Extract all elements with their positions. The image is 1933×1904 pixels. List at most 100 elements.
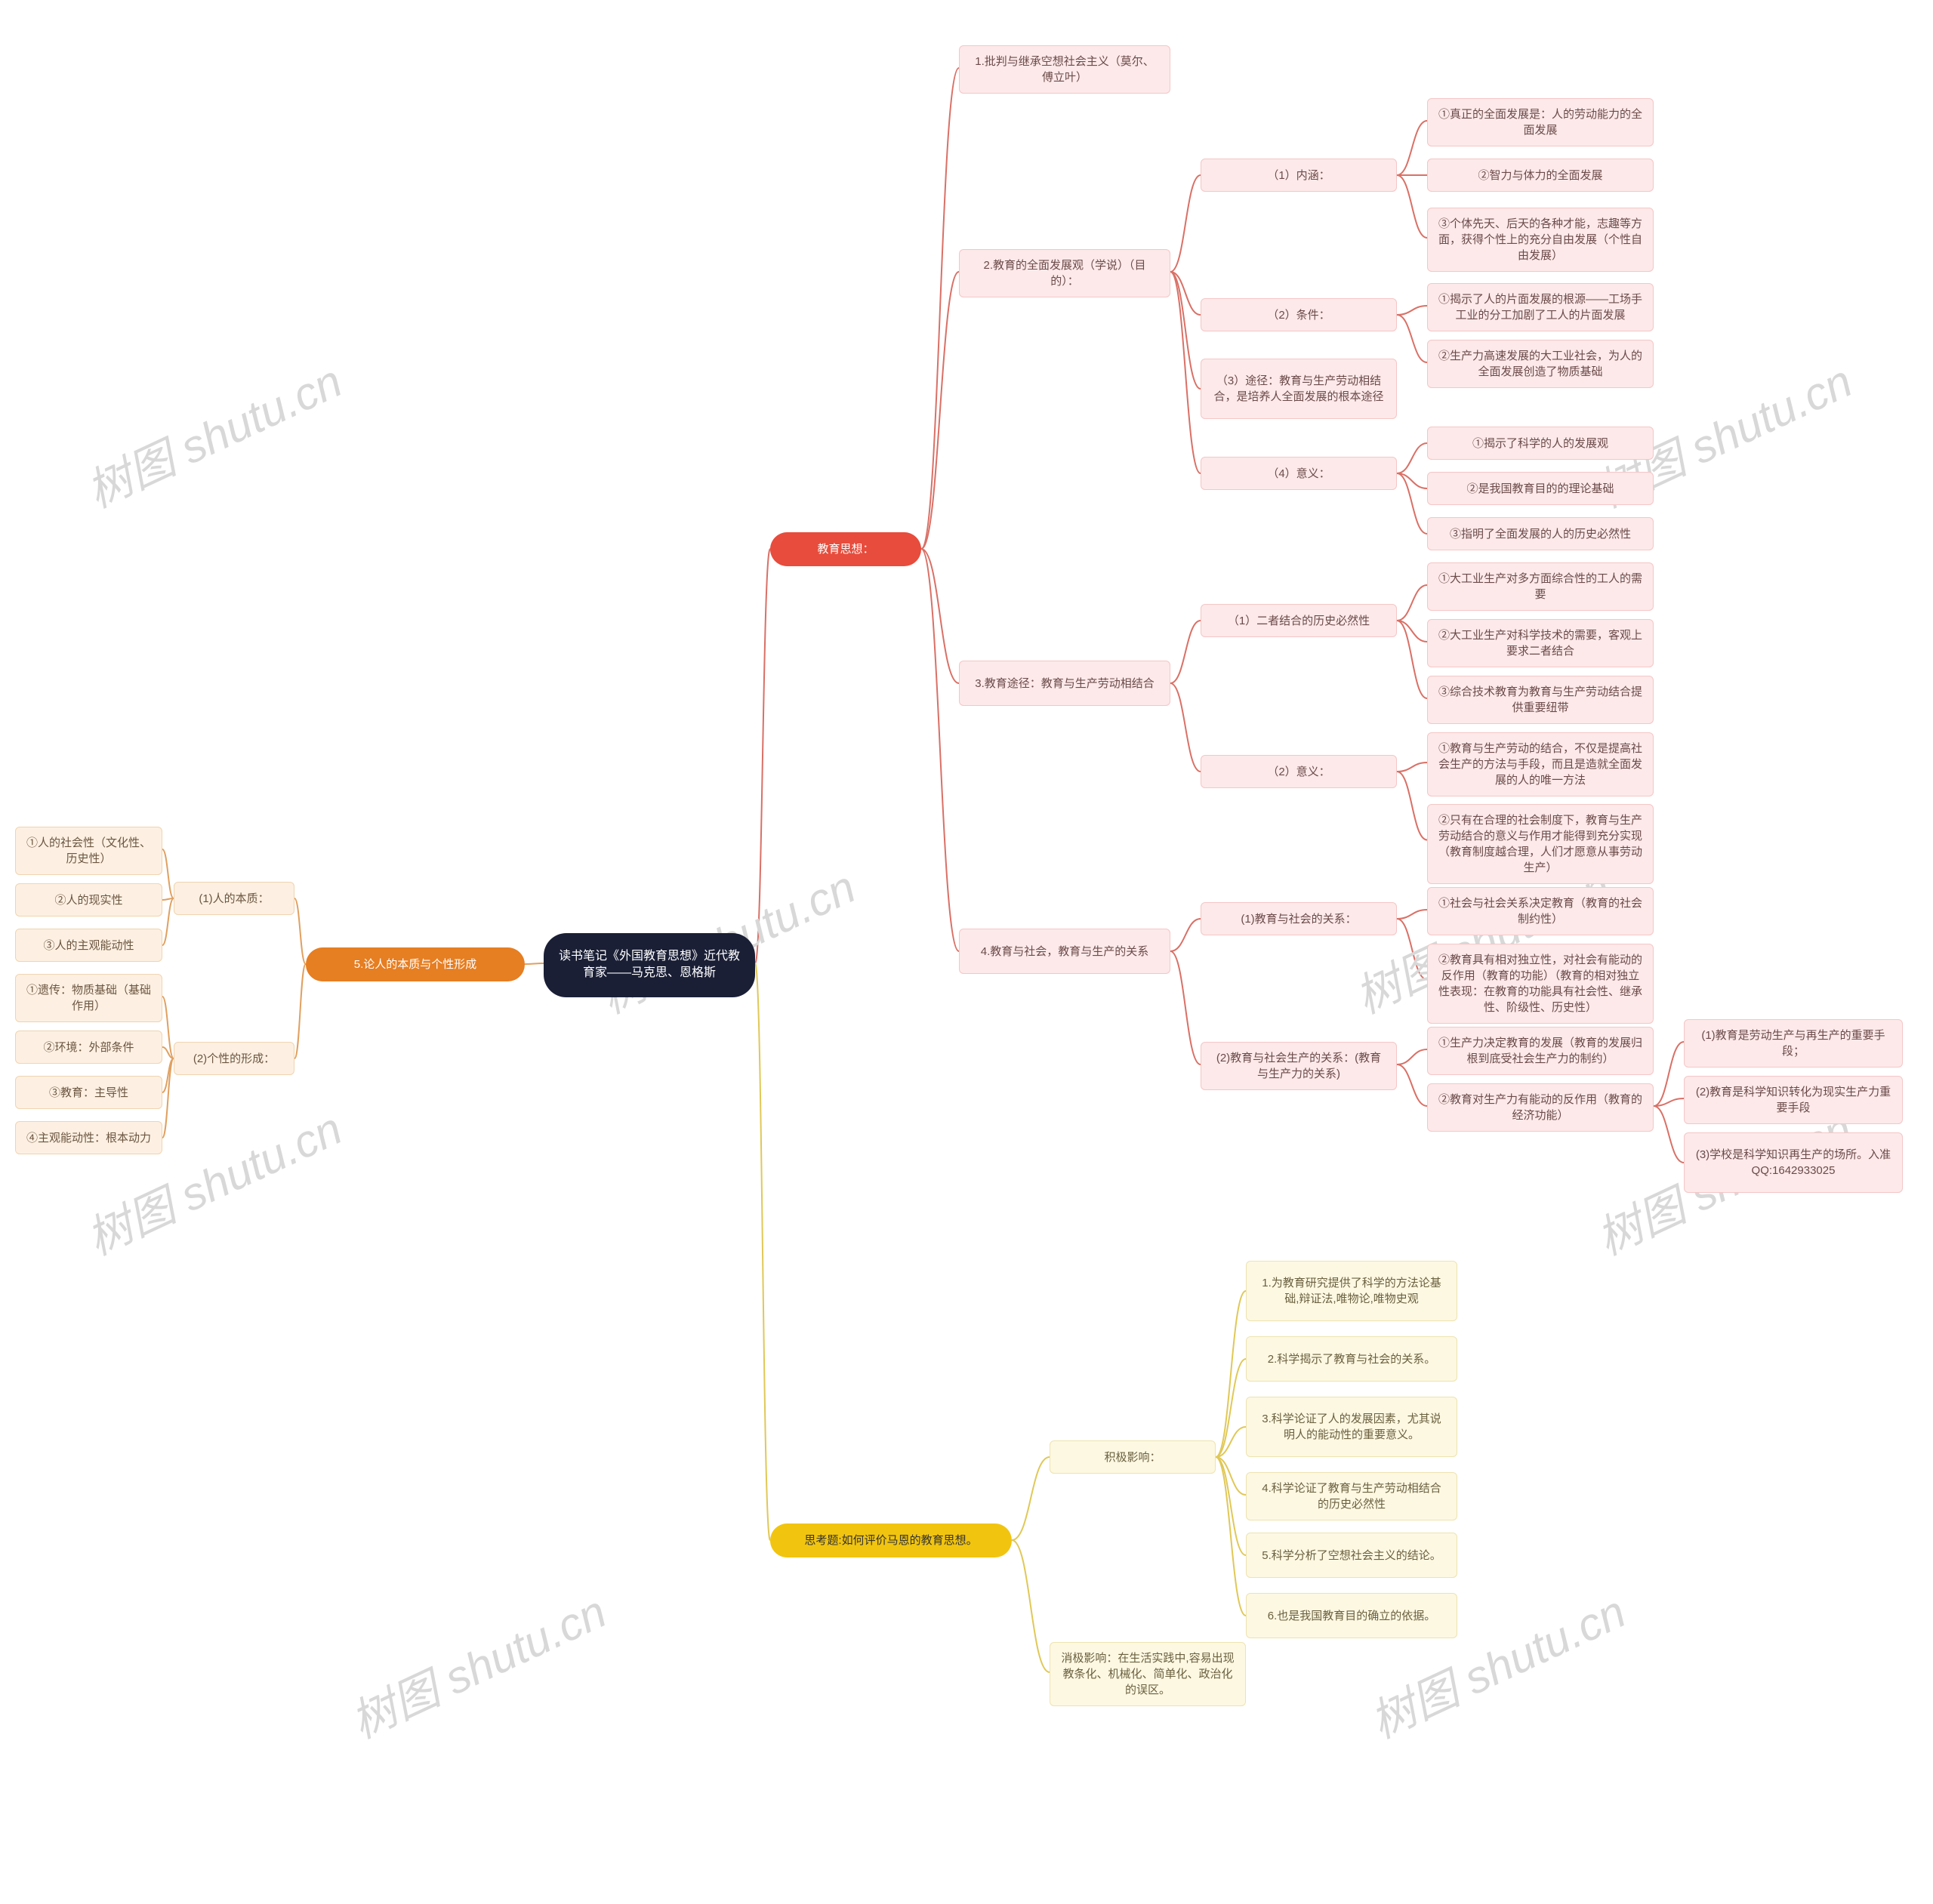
node-label: ③人的主观能动性	[43, 938, 134, 954]
node-label: ①真正的全面发展是：人的劳动能力的全面发展	[1438, 106, 1642, 138]
node-label: 1.为教育研究提供了科学的方法论基础,辩证法,唯物论,唯物史观	[1257, 1275, 1446, 1307]
node-label: ③教育：主导性	[49, 1085, 128, 1101]
node-label: 消极影响：在生活实践中,容易出现教条化、机械化、简单化、政治化的误区。	[1061, 1650, 1235, 1698]
node-e4b2a: (1)教育是劳动生产与再生产的重要手段；	[1684, 1019, 1903, 1068]
node-label: ①揭示了人的片面发展的根源——工场手工业的分工加剧了工人的片面发展	[1438, 291, 1642, 323]
node-think: 思考题:如何评价马恩的教育思想。	[770, 1524, 1012, 1557]
node-e3a: （1）二者结合的历史必然性	[1201, 604, 1397, 637]
watermark: 树图 shutu.cn	[75, 1092, 351, 1268]
node-label: 4.科学论证了教育与生产劳动相结合的历史必然性	[1257, 1480, 1446, 1512]
node-e3a1: ①大工业生产对多方面综合性的工人的需要	[1427, 562, 1654, 611]
node-e2b1: ①揭示了人的片面发展的根源——工场手工业的分工加剧了工人的片面发展	[1427, 283, 1654, 331]
node-label: 积极影响：	[1104, 1450, 1161, 1465]
node-e3a3: ③综合技术教育为教育与生产劳动结合提供重要纽带	[1427, 676, 1654, 724]
node-label: 5.科学分析了空想社会主义的结论。	[1262, 1548, 1441, 1564]
node-label: 5.论人的本质与个性形成	[354, 957, 477, 972]
node-e4a2: ②教育具有相对独立性，对社会有能动的反作用（教育的功能）（教育的相对独立性表现：…	[1427, 944, 1654, 1024]
node-b5b: (2)个性的形成：	[174, 1042, 294, 1075]
node-edu: 教育思想：	[770, 532, 921, 566]
node-b5a1: ①人的社会性（文化性、历史性）	[15, 827, 162, 875]
node-label: ②教育对生产力有能动的反作用（教育的经济功能）	[1438, 1092, 1642, 1123]
node-label: ①遗传：物质基础（基础作用）	[26, 982, 151, 1014]
node-b5: 5.论人的本质与个性形成	[306, 947, 525, 981]
node-label: ③指明了全面发展的人的历史必然性	[1450, 526, 1631, 542]
node-label: (2)个性的形成：	[193, 1051, 275, 1067]
node-e3b1: ①教育与生产劳动的结合，不仅是提高社会生产的方法与手段，而且是造就全面发展的人的…	[1427, 732, 1654, 796]
mindmap-canvas: 树图 shutu.cn树图 shutu.cn树图 shutu.cn树图 shut…	[0, 0, 1933, 1904]
node-pos5: 5.科学分析了空想社会主义的结论。	[1246, 1533, 1457, 1578]
node-label: （1）二者结合的历史必然性	[1228, 613, 1370, 629]
node-e2a3: ③个体先天、后天的各种才能，志趣等方面，获得个性上的充分自由发展（个性自由发展）	[1427, 208, 1654, 272]
node-label: ②只有在合理的社会制度下，教育与生产劳动结合的意义与作用才能得到充分实现（教育制…	[1438, 812, 1642, 876]
node-e4b: (2)教育与社会生产的关系：(教育与生产力的关系)	[1201, 1042, 1397, 1090]
node-e2a1: ①真正的全面发展是：人的劳动能力的全面发展	[1427, 98, 1654, 146]
node-label: （1）内涵：	[1267, 168, 1330, 183]
node-b5b4: ④主观能动性：根本动力	[15, 1121, 162, 1154]
node-label: 读书笔记《外国教育思想》近代教育家——马克思、恩格斯	[559, 948, 740, 982]
node-e2d2: ②是我国教育目的的理论基础	[1427, 472, 1654, 505]
node-e2c: （3）途径：教育与生产劳动相结合，是培养人全面发展的根本途径	[1201, 359, 1397, 419]
node-label: ①大工业生产对多方面综合性的工人的需要	[1438, 571, 1642, 602]
node-label: (2)教育是科学知识转化为现实生产力重要手段	[1695, 1084, 1891, 1116]
node-e4b2b: (2)教育是科学知识转化为现实生产力重要手段	[1684, 1076, 1903, 1124]
node-label: ①教育与生产劳动的结合，不仅是提高社会生产的方法与手段，而且是造就全面发展的人的…	[1438, 741, 1642, 788]
node-pos: 积极影响：	[1050, 1440, 1216, 1474]
node-e3b2: ②只有在合理的社会制度下，教育与生产劳动结合的意义与作用才能得到充分实现（教育制…	[1427, 804, 1654, 884]
node-label: ①揭示了科学的人的发展观	[1472, 436, 1608, 451]
node-label: 6.也是我国教育目的确立的依据。	[1268, 1608, 1436, 1624]
node-e2d1: ①揭示了科学的人的发展观	[1427, 427, 1654, 460]
node-label: ②教育具有相对独立性，对社会有能动的反作用（教育的功能）（教育的相对独立性表现：…	[1438, 952, 1642, 1015]
node-label: ③个体先天、后天的各种才能，志趣等方面，获得个性上的充分自由发展（个性自由发展）	[1438, 216, 1642, 263]
node-e4b2: ②教育对生产力有能动的反作用（教育的经济功能）	[1427, 1083, 1654, 1132]
node-e1: 1.批判与继承空想社会主义（莫尔、傅立叶）	[959, 45, 1170, 94]
node-label: （4）意义：	[1267, 466, 1330, 482]
node-label: ①社会与社会关系决定教育（教育的社会制约性）	[1438, 895, 1642, 927]
node-label: ③综合技术教育为教育与生产劳动结合提供重要纽带	[1438, 684, 1642, 716]
node-label: (1)教育是劳动生产与再生产的重要手段；	[1695, 1027, 1891, 1059]
node-label: 4.教育与社会，教育与生产的关系	[981, 944, 1149, 960]
node-e2d: （4）意义：	[1201, 457, 1397, 490]
node-neg: 消极影响：在生活实践中,容易出现教条化、机械化、简单化、政治化的误区。	[1050, 1642, 1246, 1706]
node-b5b1: ①遗传：物质基础（基础作用）	[15, 974, 162, 1022]
node-e2: 2.教育的全面发展观（学说）（目的）：	[959, 249, 1170, 297]
node-e2b2: ②生产力高速发展的大工业社会，为人的全面发展创造了物质基础	[1427, 340, 1654, 388]
node-e4b2c: (3)学校是科学知识再生产的场所。入准QQ:1642933025	[1684, 1132, 1903, 1193]
watermark: 树图 shutu.cn	[75, 345, 351, 520]
node-label: ②大工业生产对科学技术的需要，客观上要求二者结合	[1438, 627, 1642, 659]
node-label: ①生产力决定教育的发展（教育的发展归根到底受社会生产力的制约）	[1438, 1035, 1642, 1067]
node-label: ②生产力高速发展的大工业社会，为人的全面发展创造了物质基础	[1438, 348, 1642, 380]
node-b5a3: ③人的主观能动性	[15, 929, 162, 962]
node-label: (3)学校是科学知识再生产的场所。入准QQ:1642933025	[1695, 1147, 1891, 1178]
node-label: 1.批判与继承空想社会主义（莫尔、傅立叶）	[970, 54, 1159, 85]
node-label: ②人的现实性	[54, 892, 122, 908]
node-root: 读书笔记《外国教育思想》近代教育家——马克思、恩格斯	[544, 933, 755, 997]
node-label: 教育思想：	[817, 541, 874, 557]
node-label: 3.科学论证了人的发展因素，尤其说明人的能动性的重要意义。	[1257, 1411, 1446, 1443]
node-e2a: （1）内涵：	[1201, 159, 1397, 192]
node-pos2: 2.科学揭示了教育与社会的关系。	[1246, 1336, 1457, 1382]
node-label: （2）条件：	[1267, 307, 1330, 323]
node-e2b: （2）条件：	[1201, 298, 1397, 331]
node-pos4: 4.科学论证了教育与生产劳动相结合的历史必然性	[1246, 1472, 1457, 1520]
node-label: ②智力与体力的全面发展	[1478, 168, 1602, 183]
node-label: (1)教育与社会的关系：	[1241, 911, 1356, 927]
node-b5b2: ②环境：外部条件	[15, 1031, 162, 1064]
node-label: (1)人的本质：	[199, 891, 269, 907]
node-label: ①人的社会性（文化性、历史性）	[26, 835, 151, 867]
node-label: 思考题:如何评价马恩的教育思想。	[804, 1533, 977, 1548]
node-e4b1: ①生产力决定教育的发展（教育的发展归根到底受社会生产力的制约）	[1427, 1027, 1654, 1075]
node-label: ④主观能动性：根本动力	[26, 1130, 151, 1146]
node-label: 3.教育途径：教育与生产劳动相结合	[975, 676, 1155, 692]
node-e2d3: ③指明了全面发展的人的历史必然性	[1427, 517, 1654, 550]
node-label: ②是我国教育目的的理论基础	[1466, 481, 1614, 497]
node-b5b3: ③教育：主导性	[15, 1076, 162, 1109]
node-e3a2: ②大工业生产对科学技术的需要，客观上要求二者结合	[1427, 619, 1654, 667]
node-b5a: (1)人的本质：	[174, 882, 294, 915]
node-e2a2: ②智力与体力的全面发展	[1427, 159, 1654, 192]
node-label: 2.科学揭示了教育与社会的关系。	[1268, 1351, 1436, 1367]
node-label: （2）意义：	[1267, 764, 1330, 780]
node-pos1: 1.为教育研究提供了科学的方法论基础,辩证法,唯物论,唯物史观	[1246, 1261, 1457, 1321]
node-e4a1: ①社会与社会关系决定教育（教育的社会制约性）	[1427, 887, 1654, 935]
node-pos6: 6.也是我国教育目的确立的依据。	[1246, 1593, 1457, 1638]
node-label: （3）途径：教育与生产劳动相结合，是培养人全面发展的根本途径	[1212, 373, 1386, 405]
